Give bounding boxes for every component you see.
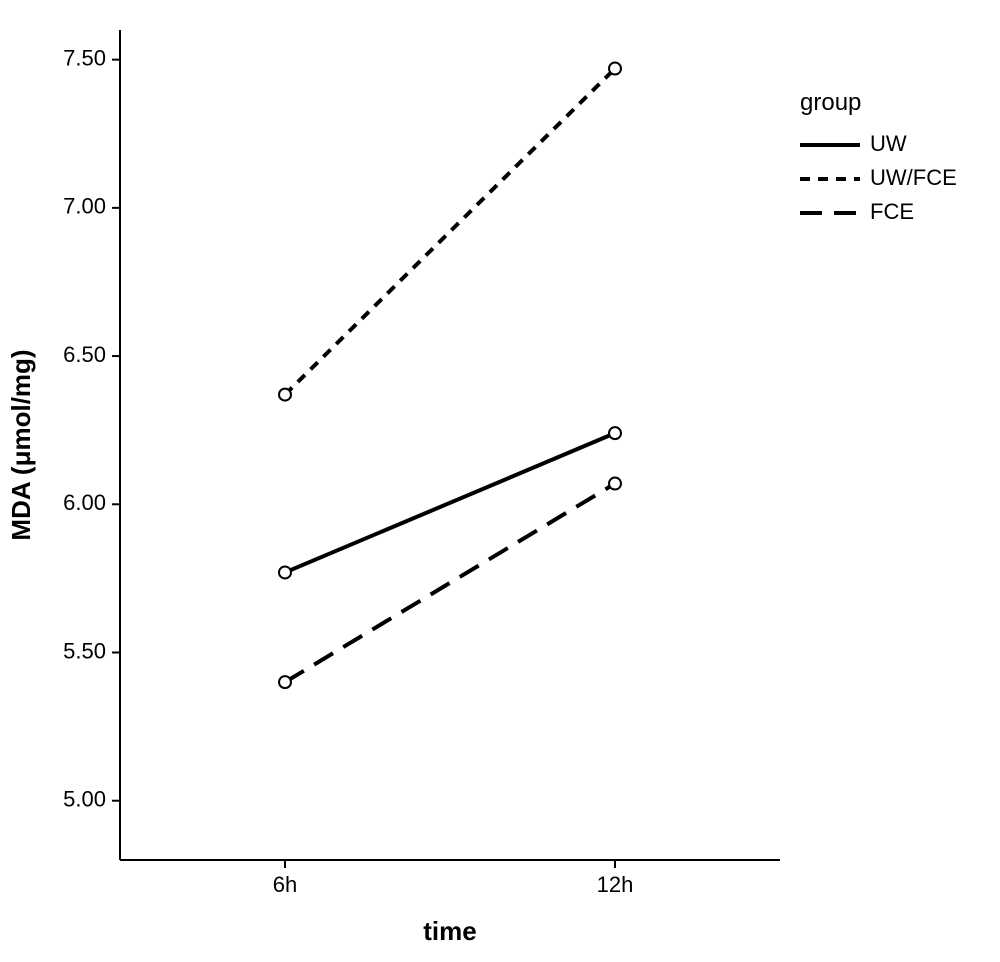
series-marker bbox=[609, 427, 621, 439]
y-tick-label: 6.50 bbox=[63, 342, 106, 367]
x-tick-label: 6h bbox=[273, 872, 297, 897]
mda-time-line-chart: 5.00 5.50 6.00 6.50 7.00 7.50 6h 12h MDA (μmol/m… bbox=[0, 0, 1000, 962]
chart-svg: 5.00 5.50 6.00 6.50 7.00 7.50 6h 12h MDA (μmol/m… bbox=[0, 0, 1000, 962]
legend-label: UW bbox=[870, 131, 907, 156]
series-marker bbox=[609, 478, 621, 490]
y-tick-label: 5.50 bbox=[63, 638, 106, 663]
series-marker bbox=[279, 389, 291, 401]
series-marker bbox=[279, 566, 291, 578]
x-tick-label: 12h bbox=[597, 872, 634, 897]
y-tick-label: 7.50 bbox=[63, 45, 106, 70]
series-marker bbox=[609, 63, 621, 75]
legend-label: UW/FCE bbox=[870, 165, 957, 190]
y-tick-label: 7.00 bbox=[63, 194, 106, 219]
series-marker bbox=[279, 676, 291, 688]
x-axis-title: time bbox=[423, 916, 476, 946]
y-tick-label: 5.00 bbox=[63, 787, 106, 812]
legend-title: group bbox=[800, 89, 861, 116]
y-tick-label: 6.00 bbox=[63, 490, 106, 515]
y-axis-title: MDA (μmol/mg) bbox=[6, 349, 36, 540]
legend-label: FCE bbox=[870, 199, 914, 224]
